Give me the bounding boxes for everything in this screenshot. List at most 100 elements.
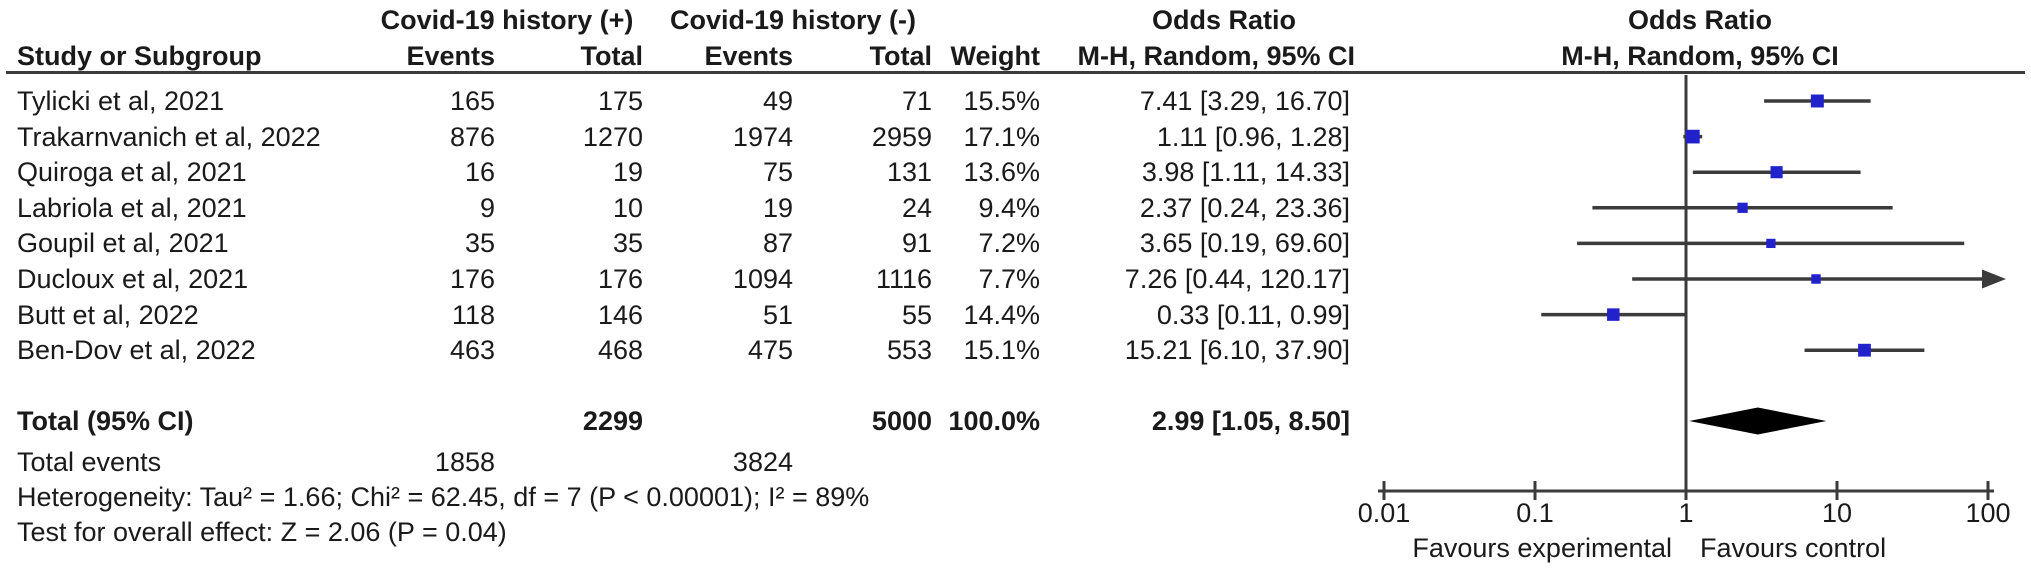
effect-marker: [1858, 343, 1871, 357]
events-positive-value: 876: [449, 121, 495, 152]
total-negative-value: 1116: [875, 264, 932, 294]
study-row: Butt et al, 2022 118 146 51 55 14.4% 0.3…: [0, 297, 2031, 333]
effect-marker: [1685, 129, 1700, 144]
total-events-negative: 3824: [732, 447, 793, 477]
study-row: Ben-Dov et al, 2022 463 468 475 553 15.1…: [0, 332, 2031, 368]
study-name: Ducloux et al, 2021: [17, 264, 249, 294]
or-ci-value: 15.21 [6.10, 37.90]: [1124, 335, 1350, 366]
effect-marker: [1766, 238, 1776, 249]
events-negative-value: 51: [762, 299, 793, 330]
study-name: Tylicki et al, 2021: [17, 86, 225, 116]
total-weight: 100.0%: [948, 406, 1040, 436]
study-row: Quiroga et al, 2021 16 19 75 131 13.6% 3…: [0, 154, 2031, 190]
total-row: Total (95% CI) 2299 5000 100.0% 2.99 [1.…: [0, 403, 2031, 439]
total-positive-value: 35: [612, 228, 643, 259]
study-name: Ben-Dov et al, 2022: [17, 335, 256, 366]
total-negative-value: 55: [901, 299, 932, 330]
events-positive-value: 9: [479, 192, 495, 223]
or-ci-value: 0.33 [0.11, 0.99]: [1156, 299, 1350, 330]
study-row: Ducloux et al, 2021 176 176 1094 1116 7.…: [0, 261, 2031, 297]
study-name: Goupil et al, 2021: [17, 228, 229, 259]
study-row: Goupil et al, 2021 35 35 87 91 7.2% 3.65…: [0, 225, 2031, 261]
header-divider: [6, 71, 2025, 74]
total-negative-sum: 5000: [871, 406, 932, 436]
study-row: Labriola et al, 2021 9 10 19 24 9.4% 2.3…: [0, 190, 2031, 226]
favours-experimental-label: Favours experimental: [1412, 533, 1672, 563]
study-name: Labriola et al, 2021: [17, 192, 247, 223]
heterogeneity-row: Heterogeneity: Tau² = 1.66; Chi² = 62.45…: [0, 479, 2031, 515]
events-negative-value: 87: [762, 228, 793, 259]
total-positive-value: 10: [612, 192, 643, 223]
total-diamond: [1689, 407, 1827, 435]
weight-value: 15.5%: [963, 86, 1040, 116]
total-events-row: Total events 1858 3824: [0, 444, 2031, 480]
events-negative-value: 49: [762, 86, 793, 116]
or-ci-value: 3.65 [0.19, 69.60]: [1139, 228, 1350, 259]
study-row: Tylicki et al, 2021 165 175 49 71 15.5% …: [0, 83, 2031, 119]
weight-value: 17.1%: [963, 121, 1040, 152]
effect-marker: [1770, 166, 1783, 179]
total-positive-value: 176: [597, 264, 643, 294]
study-name: Trakarnvanich et al, 2022: [17, 121, 321, 152]
overall-effect-row: Test for overall effect: Z = 2.06 (P = 0…: [0, 514, 2031, 550]
weight-value: 13.6%: [963, 157, 1040, 188]
study-name: Quiroga et al, 2021: [17, 157, 247, 188]
or-ci-value: 3.98 [1.11, 14.33]: [1141, 157, 1350, 188]
weight-value: 7.7%: [978, 264, 1040, 294]
effect-marker: [1737, 202, 1748, 213]
events-positive-value: 165: [449, 86, 495, 116]
total-negative-value: 553: [886, 335, 932, 366]
events-negative-value: 475: [747, 335, 793, 366]
study-column-header: Study or Subgroup: [17, 41, 262, 71]
total-negative-header: Total: [869, 41, 933, 71]
total-negative-value: 71: [901, 86, 932, 116]
events-positive-value: 35: [464, 228, 495, 259]
study-name: Butt et al, 2022: [17, 299, 199, 330]
x-tick-label: 1: [1678, 498, 1694, 528]
ci-arrow-right: [1982, 269, 2006, 289]
or-ci-value: 1.11 [0.96, 1.28]: [1156, 121, 1350, 152]
total-negative-value: 131: [886, 157, 932, 188]
or-ci-value: 7.41 [3.29, 16.70]: [1139, 86, 1350, 116]
total-negative-value: 91: [901, 228, 932, 259]
plot-method-subtitle: M-H, Random, 95% CI: [1561, 41, 1839, 71]
overall-effect-stats: Test for overall effect: Z = 2.06 (P = 0…: [17, 517, 507, 547]
weight-value: 9.4%: [978, 192, 1040, 223]
or-ci-value: 7.26 [0.44, 120.17]: [1124, 264, 1350, 294]
effect-marker: [1607, 308, 1620, 321]
weight-value: 14.4%: [963, 299, 1040, 330]
total-positive-value: 468: [597, 335, 643, 366]
odds-ratio-plot-title: Odds Ratio: [1627, 5, 1772, 35]
total-positive-value: 175: [597, 86, 643, 116]
effect-marker: [1811, 274, 1821, 284]
events-negative-value: 75: [762, 157, 793, 188]
total-events-label: Total events: [17, 447, 162, 477]
study-row: Trakarnvanich et al, 2022 876 1270 1974 …: [0, 119, 2031, 155]
events-positive-value: 118: [451, 299, 495, 330]
events-negative-header: Events: [704, 41, 793, 71]
effect-marker: [1810, 94, 1824, 108]
total-label: Total (95% CI): [17, 406, 194, 436]
total-positive-value: 1270: [582, 121, 643, 152]
events-positive-value: 176: [449, 264, 495, 294]
weight-value: 7.2%: [978, 228, 1040, 259]
events-negative-value: 1094: [732, 264, 793, 294]
favours-control-label: Favours control: [1700, 533, 1887, 563]
x-tick-label: 0.1: [1516, 498, 1554, 528]
x-tick-label: 100: [1965, 498, 2011, 528]
x-tick-label: 0.01: [1357, 498, 1411, 528]
or-method-subtitle: M-H, Random, 95% CI: [1077, 41, 1355, 71]
events-negative-value: 1974: [732, 121, 793, 152]
total-or-ci: 2.99 [1.05, 8.50]: [1151, 406, 1350, 436]
total-events-positive: 1858: [434, 447, 495, 477]
group-header-covid-negative: Covid-19 history (-): [669, 5, 917, 35]
events-negative-value: 19: [762, 192, 793, 223]
odds-ratio-column-title: Odds Ratio: [1151, 5, 1296, 35]
weight-column-header: Weight: [950, 41, 1041, 71]
total-positive-value: 146: [597, 299, 643, 330]
events-positive-header: Events: [406, 41, 495, 71]
total-positive-value: 19: [612, 157, 643, 188]
x-tick-label: 10: [1821, 498, 1853, 528]
total-positive-sum: 2299: [582, 406, 643, 436]
